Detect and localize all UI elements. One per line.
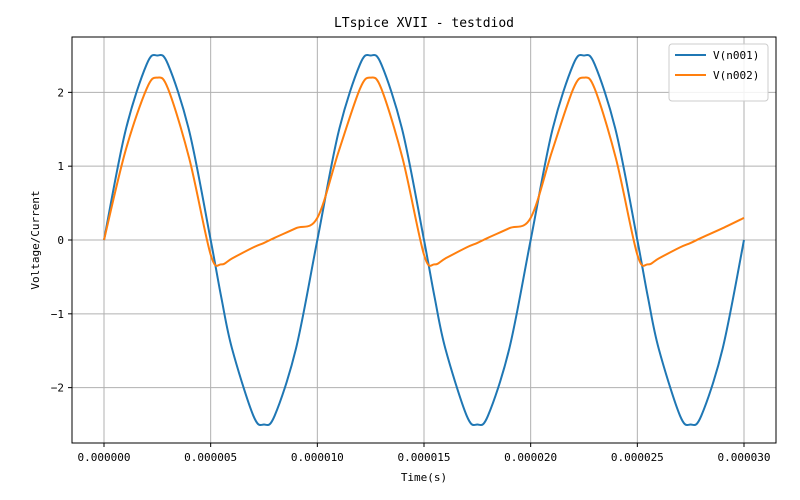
chart-title: LTspice XVII - testdiod <box>334 16 514 31</box>
legend: V(n001) V(n002) <box>668 43 769 102</box>
y-tick-label: −1 <box>51 308 64 321</box>
series-line-v-n002 <box>103 76 745 267</box>
y-axis-label: Voltage/Current <box>29 190 42 289</box>
x-tick-label: 0.000020 <box>504 451 557 464</box>
y-tick-label: 1 <box>57 160 64 173</box>
x-tick-label: 0.000005 <box>184 451 237 464</box>
x-tick-label: 0.000015 <box>398 451 451 464</box>
axis-ticks: 0.000000 0.000005 0.000010 0.000015 0.000020… <box>51 86 771 464</box>
x-axis-label: Time(s) <box>401 471 447 484</box>
legend-box <box>668 43 769 102</box>
y-tick-label: −2 <box>51 382 64 395</box>
x-tick-label: 0.000010 <box>291 451 344 464</box>
x-tick-label: 0.000025 <box>611 451 664 464</box>
series-line-v-n001 <box>103 53 745 427</box>
legend-label-v-n002: V(n002) <box>713 69 759 82</box>
x-tick-label: 0.000000 <box>78 451 131 464</box>
y-tick-label: 0 <box>57 234 64 247</box>
series-lines <box>103 53 745 427</box>
y-tick-label: 2 <box>57 86 64 99</box>
legend-label-v-n001: V(n001) <box>713 49 759 62</box>
x-tick-label: 0.000030 <box>718 451 771 464</box>
